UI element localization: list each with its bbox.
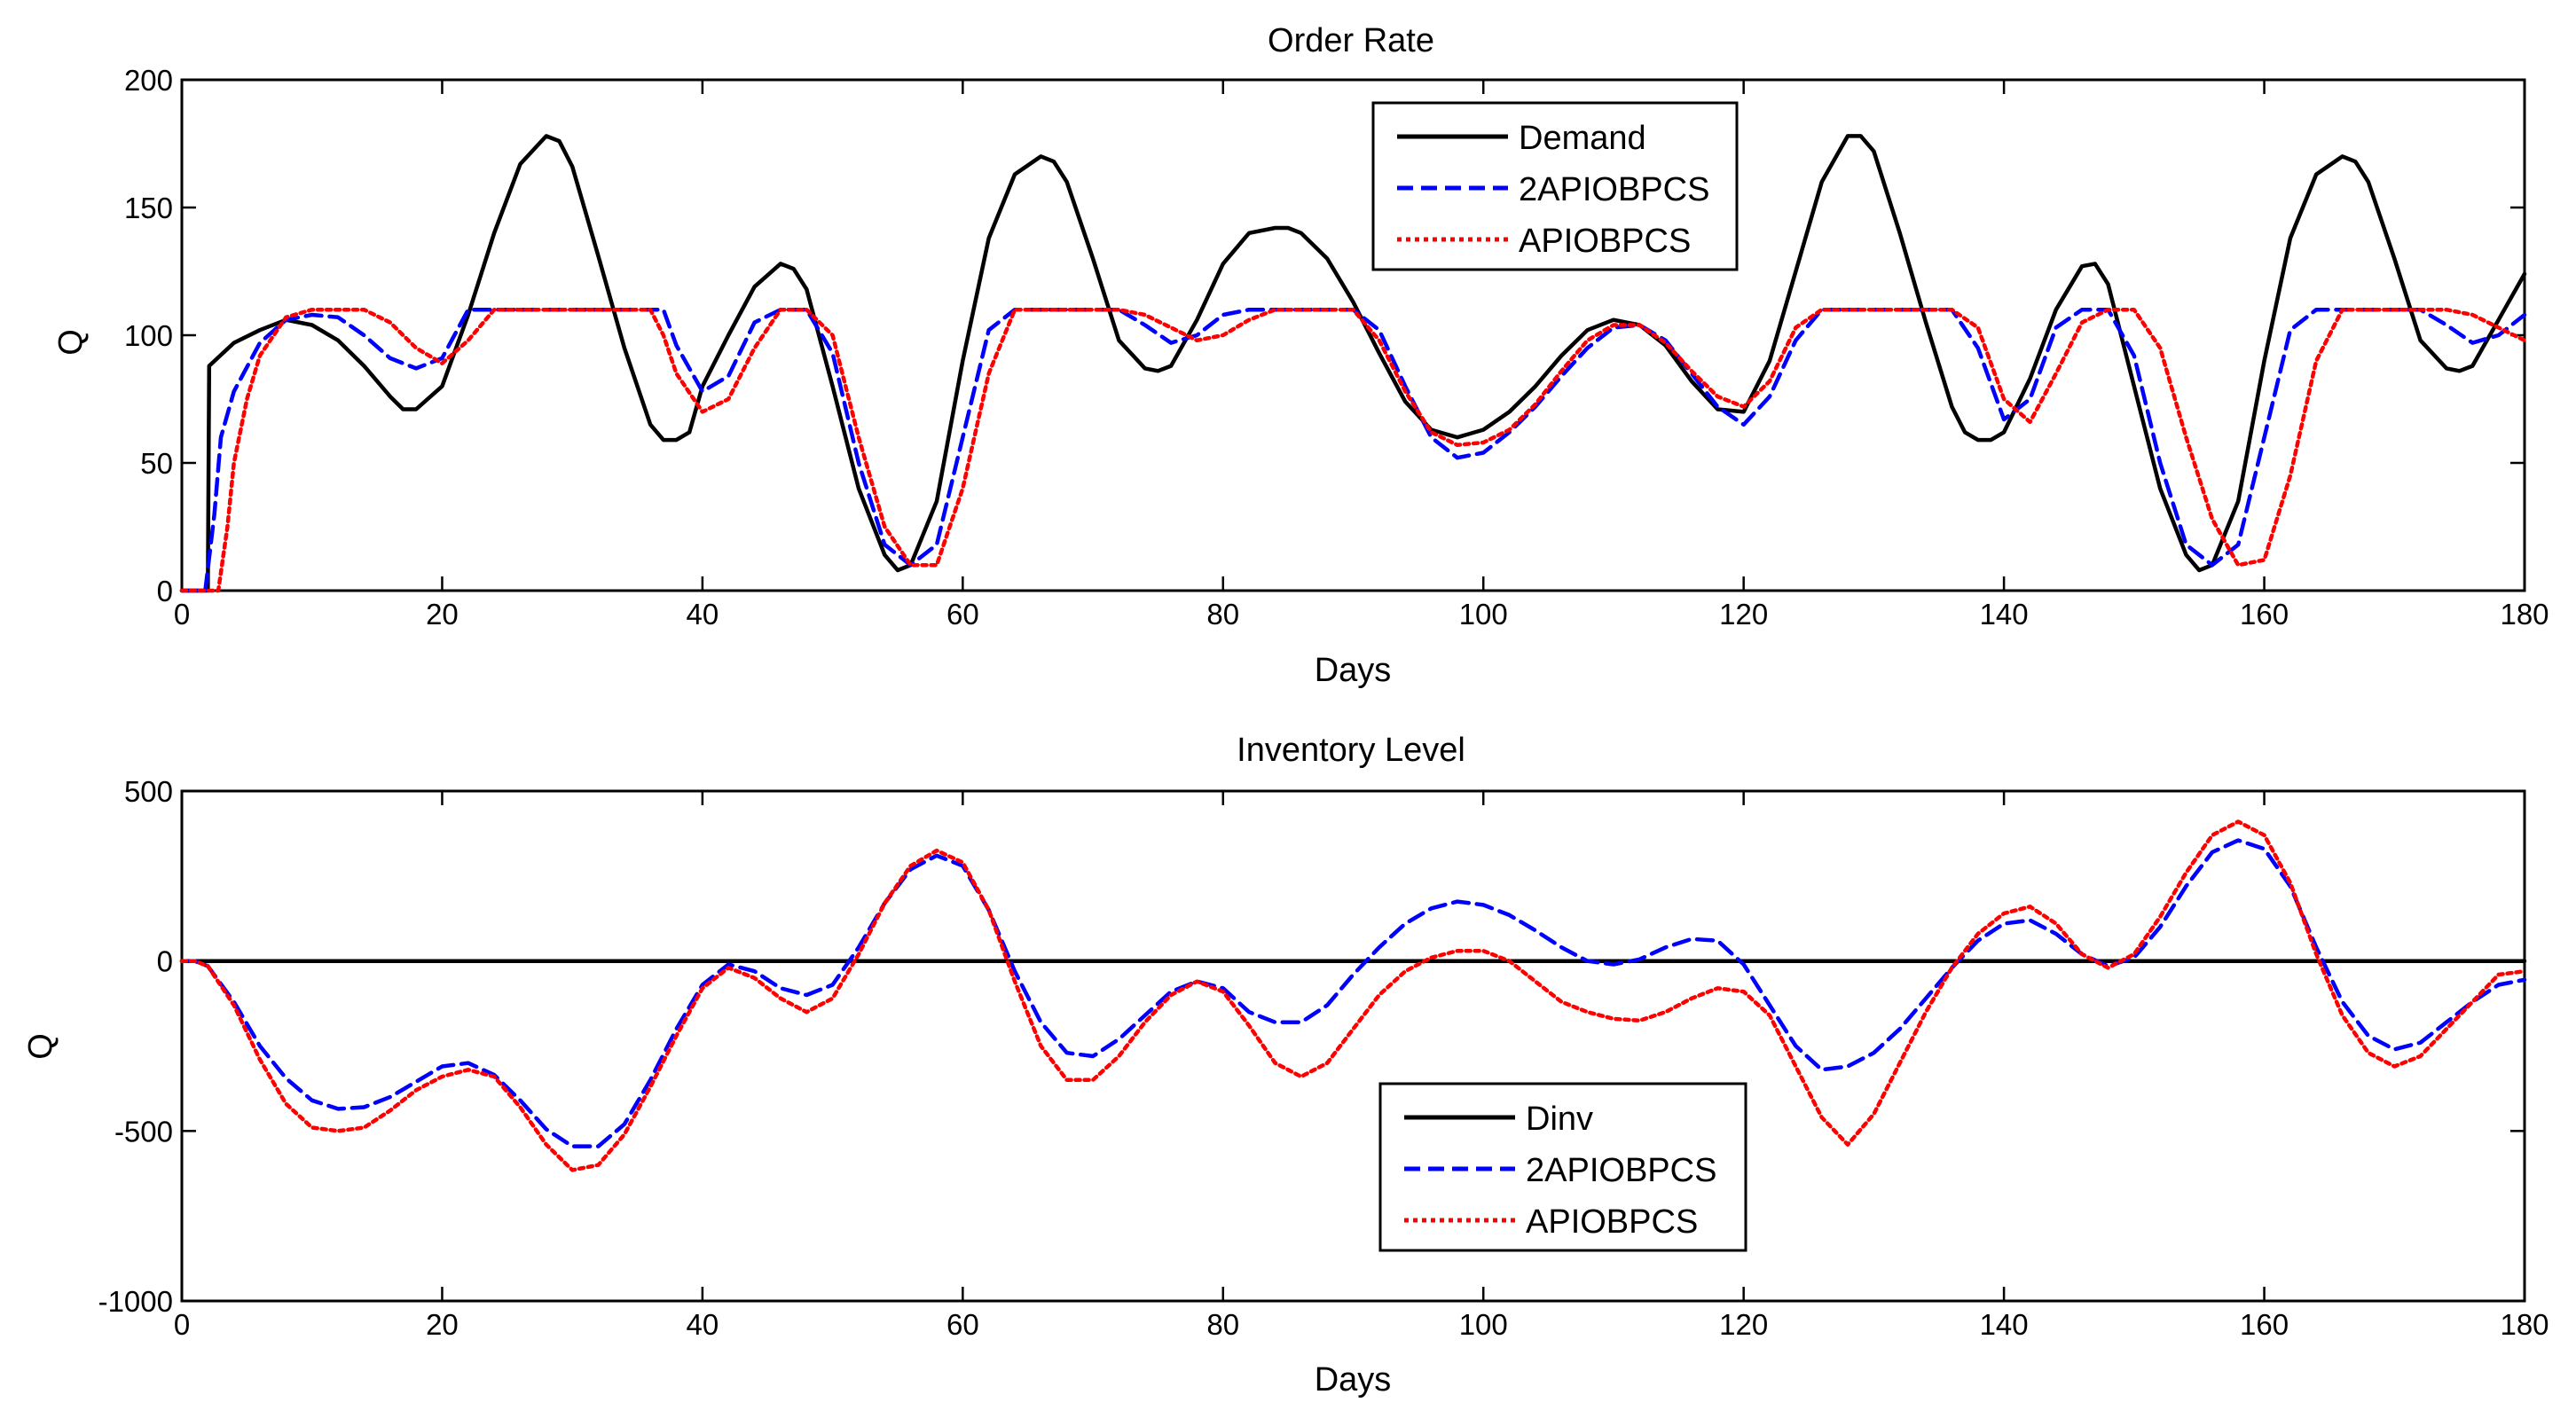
y-tick-label: 200 (124, 64, 173, 97)
inventory-level-axes (180, 789, 2526, 1303)
order-rate-ticks: 0 20 40 60 80 100 120 140 160 180 0 50 100 150 200 (124, 64, 2549, 631)
x-tick-label: 20 (426, 1308, 459, 1341)
y-tick-label: 50 (140, 447, 173, 480)
x-tick-label: 140 (1980, 1308, 2029, 1341)
order-rate-legend: Demand 2APIOBPCS APIOBPCS (1371, 101, 1739, 271)
y-tick-label: -1000 (98, 1285, 173, 1318)
inventory-level-xlabel: Days (1315, 1361, 1392, 1399)
x-tick-label: 20 (426, 598, 459, 631)
x-tick-label: 180 (2500, 598, 2549, 631)
x-tick-label: 180 (2500, 1308, 2549, 1341)
legend-label-dinv: Dinv (1526, 1101, 1593, 1138)
y-tick-label: 100 (124, 319, 173, 352)
x-tick-label: 40 (687, 598, 719, 631)
inventory-level-title: Inventory Level (1237, 732, 1465, 769)
y-tick-label: 150 (124, 192, 173, 224)
series-line-2apiobpcs (179, 838, 2527, 1148)
x-tick-label: 80 (1206, 1308, 1239, 1341)
inventory-level-legend: Dinv 2APIOBPCS APIOBPCS (1378, 1082, 1747, 1252)
series-line-apiobpcs (179, 307, 2527, 593)
order-rate-subplot: Order Rate 0 20 40 60 80 100 120 140 160 180 0 50 10… (52, 22, 2549, 689)
series-line-demand (179, 134, 2527, 593)
x-tick-label: 60 (946, 1308, 979, 1341)
inventory-level-series (179, 819, 2527, 1172)
x-tick-label: 60 (946, 598, 979, 631)
legend-label-2apiobpcs: 2APIOBPCS (1519, 171, 1709, 208)
x-tick-label: 160 (2240, 1308, 2289, 1341)
y-tick-label: 0 (157, 575, 173, 607)
series-line-apiobpcs (179, 819, 2527, 1172)
x-tick-label: 120 (1719, 1308, 1768, 1341)
inventory-level-ylabel: Q (22, 1033, 59, 1060)
inventory-level-ticks: 0 20 40 60 80 100 120 140 160 180 -1000 -500 0 500 (98, 775, 2549, 1341)
x-tick-label: 40 (687, 1308, 719, 1341)
legend-label-2apiobpcs: 2APIOBPCS (1526, 1152, 1716, 1189)
x-tick-label: 100 (1459, 1308, 1508, 1341)
inventory-level-subplot: Inventory Level 0 20 40 60 80 100 120 140 160 180… (22, 732, 2549, 1399)
legend-box (1378, 1082, 1747, 1252)
order-rate-ylabel: Q (52, 329, 90, 356)
x-tick-label: 160 (2240, 598, 2289, 631)
order-rate-xlabel: Days (1315, 652, 1392, 689)
legend-label-demand: Demand (1519, 120, 1646, 157)
x-tick-label: 100 (1459, 598, 1508, 631)
x-tick-label: 120 (1719, 598, 1768, 631)
order-rate-series (179, 134, 2527, 593)
y-tick-label: 500 (124, 775, 173, 808)
y-tick-label: -500 (114, 1115, 173, 1148)
legend-label-apiobpcs: APIOBPCS (1519, 223, 1691, 260)
legend-label-apiobpcs: APIOBPCS (1526, 1203, 1698, 1241)
x-tick-label: 0 (174, 598, 190, 631)
x-tick-label: 0 (174, 1308, 190, 1341)
x-tick-label: 140 (1980, 598, 2029, 631)
x-tick-label: 80 (1206, 598, 1239, 631)
order-rate-title: Order Rate (1268, 22, 1434, 59)
order-rate-axes (180, 78, 2526, 592)
y-tick-label: 0 (157, 945, 173, 978)
